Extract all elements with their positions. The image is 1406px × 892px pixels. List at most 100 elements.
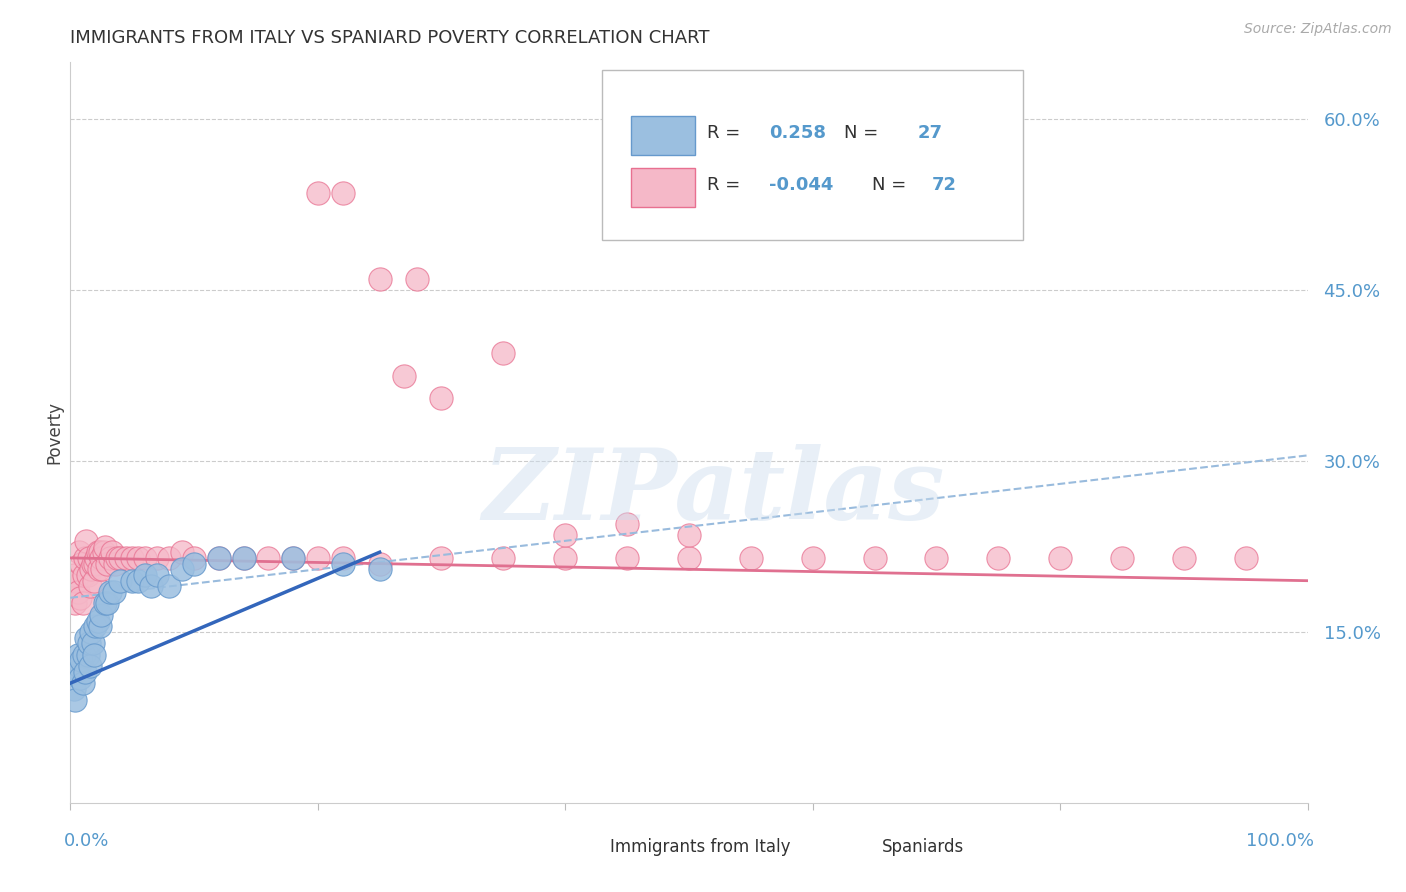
Point <box>79 659 101 673</box>
Point <box>90 550 112 565</box>
Point <box>616 516 638 531</box>
Point <box>94 597 117 611</box>
Point <box>86 545 108 559</box>
FancyBboxPatch shape <box>631 117 695 155</box>
Point <box>67 659 90 673</box>
Point <box>76 648 98 662</box>
Point <box>104 557 127 571</box>
Point <box>1111 550 1133 565</box>
FancyBboxPatch shape <box>602 70 1024 240</box>
Point <box>616 550 638 565</box>
Text: IMMIGRANTS FROM ITALY VS SPANIARD POVERTY CORRELATION CHART: IMMIGRANTS FROM ITALY VS SPANIARD POVERT… <box>70 29 710 47</box>
Point <box>91 562 114 576</box>
Text: ZIPatlas: ZIPatlas <box>482 443 945 540</box>
Point <box>405 272 427 286</box>
FancyBboxPatch shape <box>835 836 875 860</box>
Point <box>1234 550 1257 565</box>
Point <box>678 528 700 542</box>
Text: 72: 72 <box>931 176 956 194</box>
Point <box>554 550 576 565</box>
Point <box>65 597 87 611</box>
Point <box>281 550 304 565</box>
Y-axis label: Poverty: Poverty <box>45 401 63 464</box>
Point <box>492 346 515 360</box>
Point <box>108 574 131 588</box>
Point <box>368 557 391 571</box>
Point <box>96 557 118 571</box>
Point <box>170 545 193 559</box>
Point <box>73 648 96 662</box>
Point <box>740 550 762 565</box>
Point <box>66 648 89 662</box>
Text: 100.0%: 100.0% <box>1246 832 1313 850</box>
Point <box>72 676 94 690</box>
Point <box>1049 550 1071 565</box>
Point <box>77 550 100 565</box>
Point <box>146 550 169 565</box>
Point <box>139 579 162 593</box>
Point <box>67 545 90 559</box>
Point <box>134 568 156 582</box>
Point <box>257 550 280 565</box>
Point <box>84 557 107 571</box>
Point <box>96 597 118 611</box>
Point <box>208 550 231 565</box>
Point <box>208 550 231 565</box>
Text: 0.0%: 0.0% <box>65 832 110 850</box>
Point <box>70 557 93 571</box>
Point <box>72 597 94 611</box>
Text: 27: 27 <box>918 124 943 142</box>
Text: 0.258: 0.258 <box>769 124 827 142</box>
Point <box>69 591 91 605</box>
Point <box>1173 550 1195 565</box>
Point <box>183 550 205 565</box>
Point <box>232 550 254 565</box>
Point <box>80 562 103 576</box>
Point <box>75 631 97 645</box>
Point <box>93 545 115 559</box>
Point <box>69 671 91 685</box>
Point <box>90 607 112 622</box>
Point <box>77 636 100 650</box>
Point <box>83 574 105 588</box>
Point <box>63 568 86 582</box>
Point <box>62 579 84 593</box>
Point <box>307 550 329 565</box>
Point <box>332 186 354 201</box>
Point <box>82 557 104 571</box>
Point <box>70 653 93 667</box>
Point <box>430 550 453 565</box>
Point <box>76 568 98 582</box>
Point <box>108 550 131 565</box>
Point <box>157 579 180 593</box>
Point <box>134 550 156 565</box>
Text: Spaniards: Spaniards <box>882 838 965 856</box>
Point <box>492 550 515 565</box>
Point <box>89 619 111 633</box>
Point <box>80 624 103 639</box>
Point <box>65 665 87 679</box>
Point <box>183 557 205 571</box>
Point <box>394 368 416 383</box>
Point <box>98 585 121 599</box>
Point <box>75 550 97 565</box>
Point <box>127 550 149 565</box>
Point <box>281 550 304 565</box>
FancyBboxPatch shape <box>631 169 695 207</box>
Point <box>157 550 180 565</box>
Point <box>115 550 138 565</box>
Point <box>801 550 824 565</box>
Point <box>86 614 108 628</box>
Point <box>368 272 391 286</box>
Text: Source: ZipAtlas.com: Source: ZipAtlas.com <box>1244 22 1392 37</box>
Point <box>65 574 87 588</box>
Point <box>146 568 169 582</box>
Point <box>863 550 886 565</box>
Point <box>368 562 391 576</box>
Text: Immigrants from Italy: Immigrants from Italy <box>610 838 790 856</box>
Point <box>84 619 107 633</box>
Text: N =: N = <box>844 124 883 142</box>
Point <box>63 681 86 696</box>
Text: -0.044: -0.044 <box>769 176 834 194</box>
Point <box>65 693 87 707</box>
